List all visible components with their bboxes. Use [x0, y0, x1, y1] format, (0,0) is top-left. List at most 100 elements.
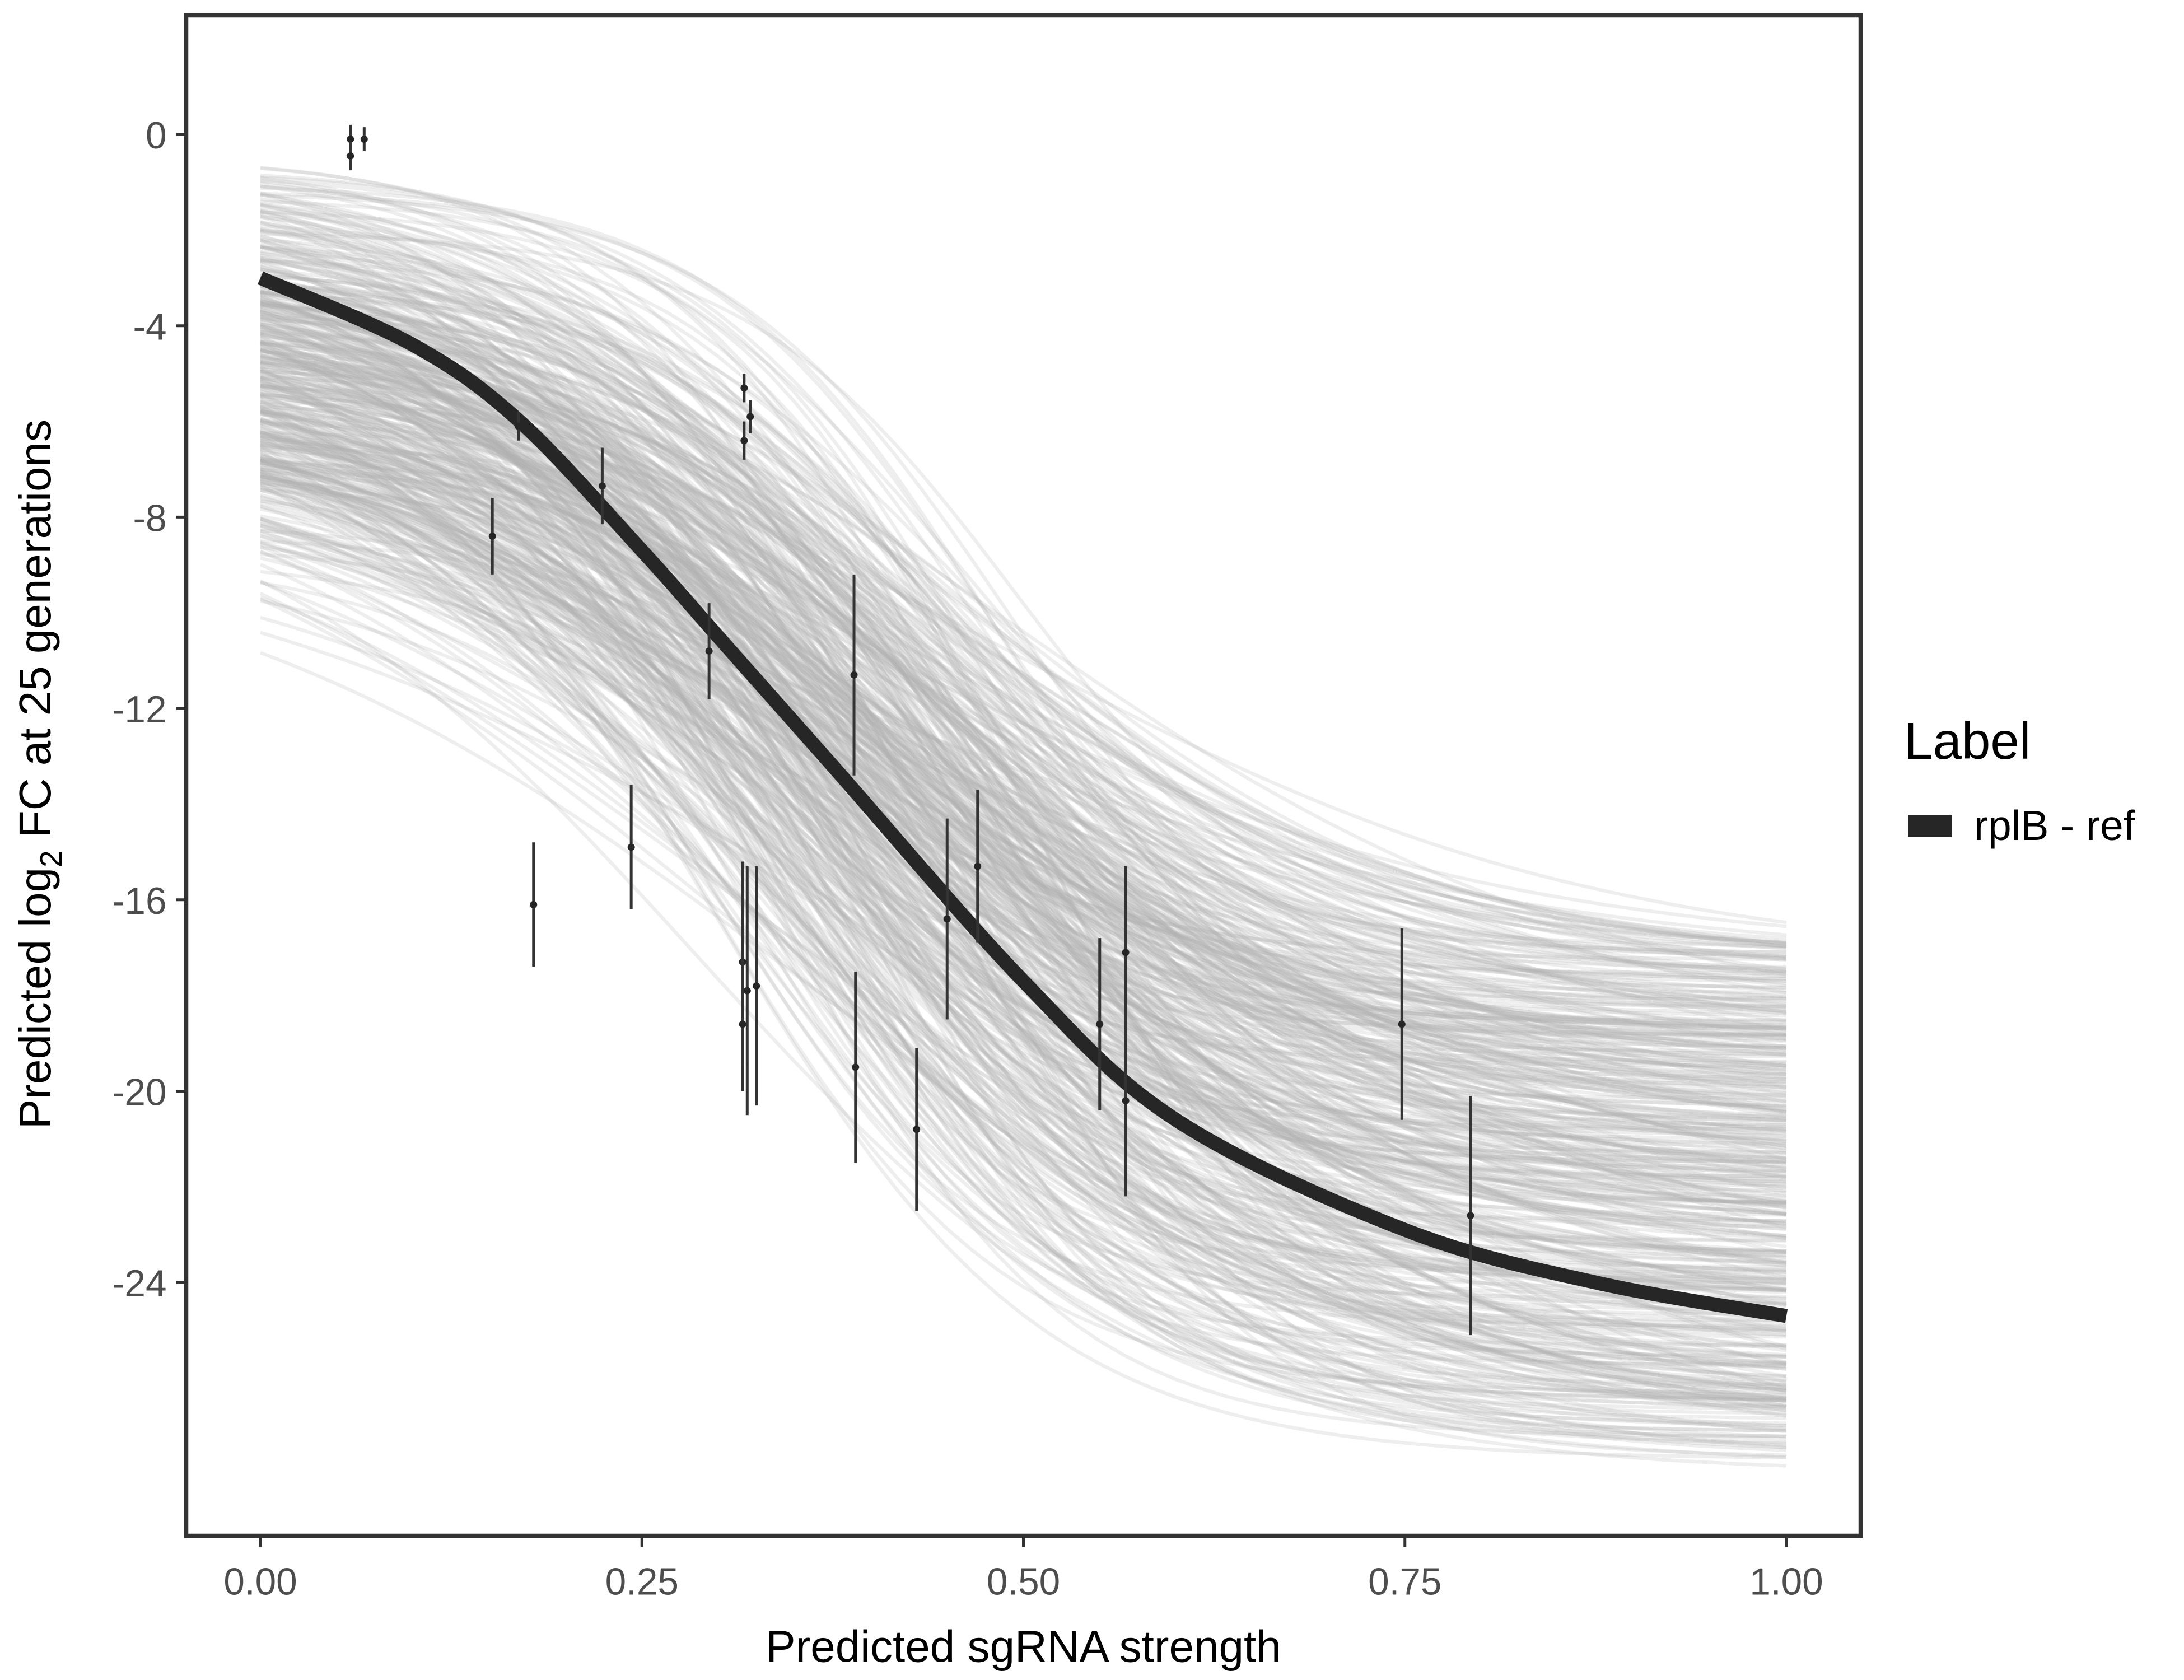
posterior-draw-line	[260, 245, 1787, 1328]
posterior-draw-line	[260, 542, 1787, 1366]
posterior-draw-line	[260, 507, 1787, 1114]
posterior-draw-line	[260, 284, 1787, 998]
legend: Label rplB - ref	[1904, 712, 2135, 849]
posterior-draw-line	[260, 326, 1787, 1364]
posterior-draw-line	[260, 448, 1787, 1183]
posterior-draw-line	[260, 329, 1787, 1378]
posterior-draw-line	[260, 210, 1787, 1402]
data-point	[598, 482, 606, 490]
posterior-draw-line	[260, 493, 1787, 1005]
posterior-draw-line	[260, 293, 1787, 1037]
posterior-draw-line	[260, 458, 1787, 1264]
posterior-draw-line	[260, 290, 1787, 1403]
posterior-draw-line	[260, 481, 1787, 1065]
posterior-draw-line	[260, 283, 1787, 1357]
posterior-draw-line	[260, 232, 1787, 959]
posterior-draw-line	[260, 228, 1787, 1050]
posterior-draw-line	[260, 323, 1787, 1050]
posterior-draw-line	[259, 417, 1787, 1459]
data-point	[740, 437, 748, 445]
posterior-draw-line	[260, 365, 1787, 1133]
posterior-draw-line	[260, 337, 1787, 1390]
posterior-draw-line	[260, 475, 1787, 1291]
posterior-draw-line	[260, 357, 1786, 1100]
posterior-draw-line	[260, 357, 1787, 1108]
posterior-draw-line	[260, 450, 1787, 1165]
posterior-draw-line	[260, 442, 1787, 1404]
posterior-draw-line	[260, 431, 1787, 1164]
y-axis-title-subscript: 2	[34, 850, 68, 867]
posterior-draw-line	[260, 203, 1787, 1371]
posterior-draw-line	[260, 302, 1787, 1138]
posterior-draw-line	[260, 517, 1787, 1052]
posterior-draw-line	[260, 301, 1787, 1316]
posterior-draw-line	[260, 284, 1787, 1198]
posterior-draw-line	[260, 330, 1787, 1038]
data-point-group	[913, 1048, 921, 1211]
posterior-draw-line	[260, 435, 1787, 1161]
posterior-draw-line	[260, 360, 1787, 1150]
posterior-draw-line	[260, 581, 1787, 1439]
posterior-draw-line	[260, 477, 1786, 1347]
posterior-draw-line	[259, 293, 1787, 1076]
data-point-group	[347, 141, 354, 171]
posterior-draw-line	[260, 474, 1787, 978]
posterior-draw-line	[260, 552, 1787, 1420]
y-tick-label: -12	[112, 689, 167, 731]
posterior-draw-line	[260, 458, 1787, 1439]
posterior-draw-line	[260, 234, 1787, 1084]
posterior-draw-line	[260, 418, 1787, 1161]
posterior-draw-line	[259, 410, 1787, 1265]
posterior-draw-line	[260, 488, 1787, 1054]
data-point-group	[1467, 1096, 1474, 1336]
posterior-draw-line	[260, 209, 1787, 1205]
posterior-draw-line	[260, 175, 1787, 1255]
posterior-draw-line	[260, 375, 1787, 946]
data-point	[746, 413, 754, 421]
posterior-draw-line	[260, 400, 1787, 1285]
posterior-draw-line	[259, 404, 1787, 1313]
posterior-draw-line	[259, 314, 1787, 1425]
posterior-draw-line	[260, 268, 1787, 1089]
posterior-draw-line	[260, 275, 1787, 972]
posterior-draw-line	[260, 239, 1787, 1208]
posterior-draw-line	[260, 362, 1787, 1053]
posterior-draw-line	[260, 267, 1787, 1099]
data-point	[530, 900, 538, 908]
posterior-draw-line	[260, 534, 1787, 970]
posterior-draw-line	[260, 284, 1787, 1430]
posterior-draw-line	[260, 369, 1787, 1254]
data-point-group	[943, 818, 951, 1020]
posterior-draw-line	[259, 292, 1787, 1337]
posterior-draw-line	[260, 383, 1787, 1098]
posterior-draw-line	[260, 381, 1787, 1108]
posterior-draw-line	[259, 459, 1787, 1398]
posterior-draw-line	[260, 473, 1787, 1253]
posterior-draw-line	[260, 203, 1787, 1048]
posterior-draw-line	[259, 379, 1787, 1307]
posterior-draw-line	[260, 385, 1787, 954]
posterior-draw-line	[259, 444, 1787, 1408]
data-point	[1122, 949, 1130, 956]
y-tick-label: -16	[112, 880, 167, 922]
posterior-draw-line	[259, 309, 1787, 1118]
posterior-draw-line	[260, 411, 1787, 1413]
posterior-draw-line	[260, 295, 1786, 1300]
posterior-draw-line	[259, 580, 1787, 1217]
posterior-draw-line	[260, 301, 1787, 1189]
posterior-draw-line	[260, 467, 1787, 1155]
posterior-draw-line	[259, 469, 1787, 1400]
posterior-draw-line	[259, 418, 1787, 1150]
posterior-draw-line	[260, 239, 1787, 1029]
posterior-draw-line	[260, 441, 1787, 1432]
posterior-draw-line	[260, 391, 1787, 1127]
posterior-draw-line	[260, 356, 1787, 945]
posterior-draw-line	[260, 370, 1787, 1127]
posterior-draw-line	[260, 388, 1787, 1313]
y-axis-title-part: FC at 25 generations	[10, 419, 60, 850]
posterior-draw-line	[260, 461, 1787, 1089]
posterior-draw-line	[260, 456, 1787, 1349]
posterior-draw-line	[260, 448, 1787, 951]
posterior-draw-line	[259, 311, 1787, 1226]
